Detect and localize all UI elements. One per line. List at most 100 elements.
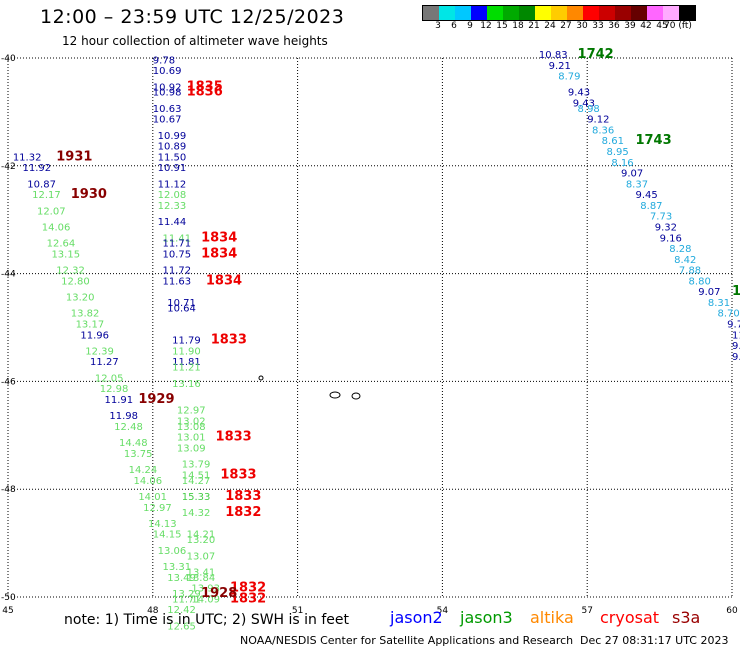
wave-height-value: 13.02	[177, 417, 206, 428]
wave-height-value: 10.83	[539, 50, 568, 61]
wave-height-value: 10.64	[167, 303, 196, 314]
legend-jason2: jason2	[390, 608, 443, 627]
y-tick-label: -46	[1, 377, 16, 387]
wave-height-value: 14.24	[129, 465, 158, 476]
units-note: note: 1) Time is in UTC; 2) SWH is in fe…	[64, 612, 350, 628]
colorbar-label: 9	[467, 21, 473, 31]
wave-height-value: 14.48	[119, 438, 148, 449]
colorbar-label: 18	[512, 21, 524, 31]
wave-height-value: 14.09	[191, 594, 220, 605]
wave-height-value: 13.09	[177, 443, 206, 454]
wave-height-value: 13.93	[191, 584, 220, 595]
wave-height-value: 12.17	[32, 190, 61, 201]
colorbar-label: 21	[528, 21, 540, 31]
wave-height-value: 13.01	[177, 433, 206, 444]
colorbar-label: 70 (ft)	[664, 21, 692, 31]
y-tick-label: -40	[1, 54, 16, 64]
wave-height-value: 11.06	[732, 330, 740, 341]
pass-time-label: 1832	[225, 505, 261, 520]
colorbar-label: 12	[480, 21, 492, 31]
wave-height-value: 11.98	[109, 411, 138, 422]
colorbar-swatch	[503, 6, 519, 20]
wave-height-value: 12.65	[167, 621, 196, 632]
colorbar-label: 45	[656, 21, 668, 31]
pass-time-label: 1928	[201, 586, 237, 601]
wave-height-value: 9.07	[621, 169, 643, 180]
wave-height-value: 10.99	[158, 131, 187, 142]
wave-height-value: 10.63	[153, 104, 182, 115]
pass-time-label: 1931	[56, 149, 92, 164]
wave-height-value: 14.21	[187, 530, 216, 541]
wave-height-value: 11.71	[162, 239, 191, 250]
colorbar-swatch	[535, 6, 551, 20]
wave-height-value: 11.96	[80, 330, 109, 341]
wave-height-value: 8.31	[708, 298, 730, 309]
wave-height-value: 9.43	[573, 99, 595, 110]
wave-height-value: 13.49	[167, 573, 196, 584]
wave-height-value: 13.08	[177, 422, 206, 433]
pass-time-label: 1836	[187, 85, 223, 100]
colorbar-swatch	[487, 6, 503, 20]
wave-height-value: 12.64	[47, 239, 76, 250]
legend-jason3: jason3	[460, 608, 513, 627]
pass-time-label: 1743	[635, 133, 671, 148]
wave-height-value: 13.75	[124, 449, 153, 460]
wave-height-value: 9.32	[655, 222, 677, 233]
y-tick-label: -48	[1, 485, 16, 495]
colorbar-label: 30	[576, 21, 588, 31]
y-tick-label: -44	[1, 270, 16, 280]
wave-height-value: 13.07	[187, 551, 216, 562]
wave-height-value: 13.16	[172, 379, 201, 390]
colorbar-label: 36	[608, 21, 620, 31]
wave-height-value: 11.44	[158, 217, 187, 228]
wave-height-value: 12.80	[61, 276, 90, 287]
wave-height-value: 13.20	[187, 535, 216, 546]
wave-height-value: 8.36	[592, 125, 614, 136]
wave-height-value: 12.08	[158, 190, 187, 201]
colorbar-label: 42	[640, 21, 652, 31]
legend-cryosat: cryosat	[600, 608, 660, 627]
colorbar-swatch	[519, 6, 535, 20]
wave-height-value: 11.92	[22, 163, 51, 174]
wave-height-value: 8.16	[611, 158, 633, 169]
wave-height-value: 14.01	[138, 492, 167, 503]
colorbar-swatch	[567, 6, 583, 20]
wave-height-value: 12.39	[85, 346, 114, 357]
wave-height-value: 12.32	[56, 266, 85, 277]
wave-height-value: 11.12	[158, 179, 187, 190]
wave-height-value: 11.27	[90, 357, 119, 368]
wave-height-value: 9.78	[153, 55, 175, 66]
wave-height-value: 10.67	[153, 115, 182, 126]
colorbar-swatch	[455, 6, 471, 20]
chart-subtitle: 12 hour collection of altimeter wave hei…	[62, 34, 328, 48]
credit-line: NOAA/NESDIS Center for Satellite Applica…	[240, 634, 574, 647]
pass-time-label: 17	[732, 284, 740, 299]
wave-height-value: 9.07	[698, 287, 720, 298]
x-tick-label: 45	[2, 606, 13, 616]
wave-height-value: 11.81	[172, 357, 201, 368]
pass-time-label: 1832	[230, 581, 266, 596]
colorbar-swatch	[583, 6, 599, 20]
chart-title: 12:00 – 23:59 UTC 12/25/2023	[40, 6, 345, 28]
wave-height-value: 11.63	[162, 276, 191, 287]
colorbar-label: 3	[435, 21, 441, 31]
x-tick-label: 60	[726, 606, 738, 616]
wave-height-value: 11.21	[172, 363, 201, 374]
wave-height-value: 12.33	[158, 201, 187, 212]
colorbar-swatch	[423, 6, 439, 20]
wave-height-value: 11.79	[172, 336, 201, 347]
wave-height-value: 10.71	[167, 298, 196, 309]
wave-height-value: 13.29	[172, 589, 201, 600]
colorbar-swatch	[615, 6, 631, 20]
wave-height-value: 12.98	[100, 384, 129, 395]
island-outline	[258, 375, 264, 381]
generated-timestamp: Dec 27 08:31:17 UTC 2023	[580, 634, 729, 647]
x-tick-label: 51	[292, 606, 303, 616]
wave-height-value: 13.79	[182, 460, 211, 471]
wave-height-value: 13.15	[51, 249, 80, 260]
wave-height-value: 9.16	[660, 233, 682, 244]
colorbar-label: 27	[560, 21, 572, 31]
wave-height-value: 9.87	[732, 341, 740, 352]
wave-height-value: 11.32	[13, 152, 42, 163]
colorbar-swatch	[439, 6, 455, 20]
